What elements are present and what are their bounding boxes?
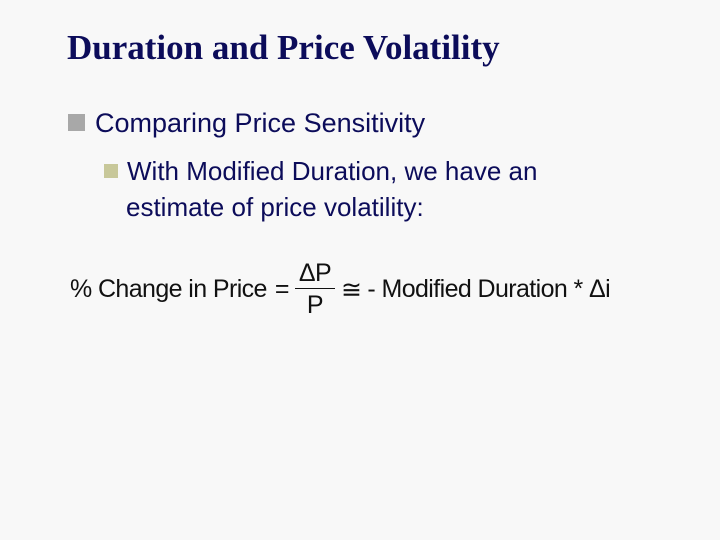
equation-lhs: % Change in Price bbox=[70, 275, 267, 303]
bullet-level2: With Modified Duration, we have an estim… bbox=[104, 153, 537, 225]
bullet-text-line2: estimate of price volatility: bbox=[126, 192, 424, 222]
equals-sign: = bbox=[274, 275, 290, 303]
square-bullet-icon bbox=[68, 114, 85, 131]
bullet-text-line1: With Modified Duration, we have an bbox=[127, 156, 538, 186]
bullet-text: Comparing Price Sensitivity bbox=[95, 108, 426, 138]
square-bullet-icon bbox=[104, 164, 118, 178]
denominator: P bbox=[306, 291, 324, 319]
slide-title: Duration and Price Volatility bbox=[67, 28, 500, 67]
equation: % Change in Price = ΔP P ≅ - Modified Du… bbox=[70, 258, 611, 321]
approx-sign: ≅ bbox=[341, 275, 362, 304]
equation-rhs: - Modified Duration * Δi bbox=[367, 275, 611, 303]
fraction: ΔP P bbox=[294, 258, 336, 321]
bullet-level1: Comparing Price Sensitivity bbox=[68, 108, 425, 139]
numerator: ΔP bbox=[294, 258, 336, 289]
